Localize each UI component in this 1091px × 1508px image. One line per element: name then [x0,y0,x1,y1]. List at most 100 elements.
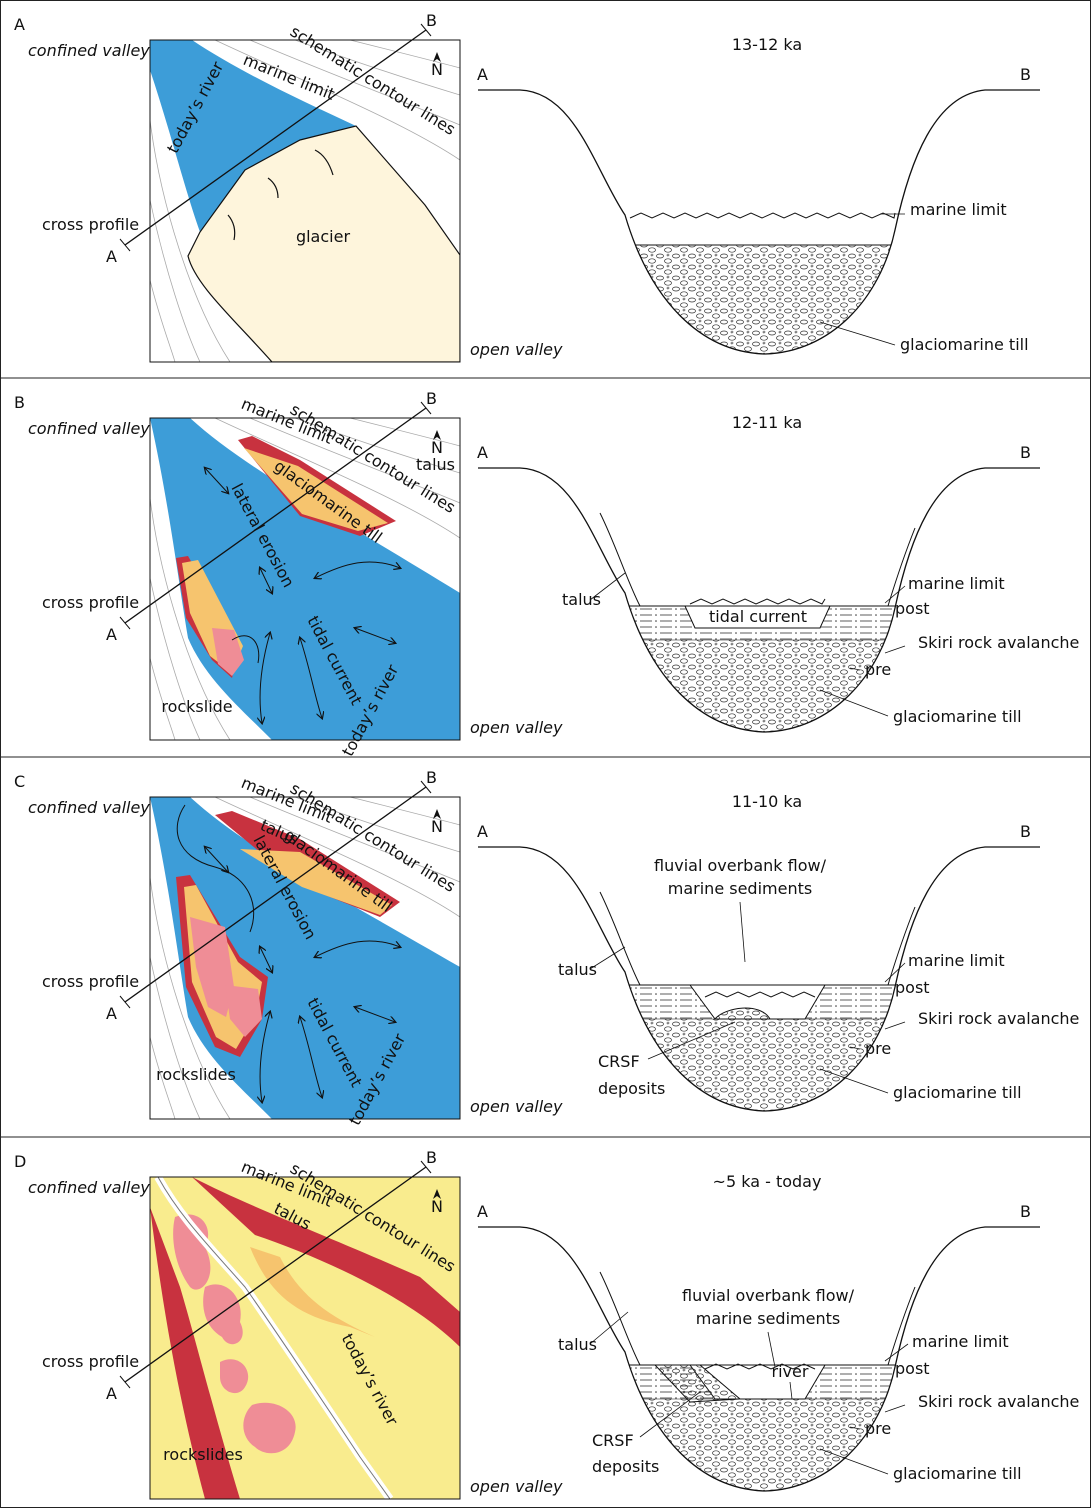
contour-line [350,797,460,825]
label: cross profile [42,972,139,991]
section-label: talus [558,960,597,979]
section-label: marine limit [910,200,1007,219]
section-label: glaciomarine till [900,335,1029,354]
section-label: marine sediments [668,879,812,898]
section-label: fluvial overbank flow/ [654,856,827,875]
panel-title: ~5 ka - today [713,1172,822,1191]
section-label: Skiri rock avalanche [918,633,1079,652]
section-label: Skiri rock avalanche [918,1009,1079,1028]
label: N [431,817,443,836]
section-label: river [772,1362,809,1381]
label: B [1020,65,1031,84]
section-label: glaciomarine till [893,1083,1022,1102]
panel-letter: D [14,1152,26,1171]
panel-title: 12-11 ka [732,413,802,432]
section-label: glaciomarine till [893,1464,1022,1483]
profile-cap [120,617,130,629]
label: A [106,247,117,266]
section-label: talus [562,590,601,609]
map-label: rockslides [163,1445,243,1464]
profile-cap [120,239,130,251]
panel-title: 11-10 ka [732,792,802,811]
section-label: marine limit [908,951,1005,970]
label: open valley [470,1477,563,1496]
map-label: rockslides [156,1065,236,1084]
talus-wedge [888,907,915,985]
panel-letter: C [14,772,25,791]
label: confined valley [28,1178,150,1197]
label: B [1020,822,1031,841]
section-label: talus [558,1335,597,1354]
label: cross profile [42,1352,139,1371]
label: B [426,1148,437,1167]
section-label: post [895,978,930,997]
label: A [477,65,488,84]
section-label: CRSF [592,1431,634,1450]
panel: Aconfined valley open valley cross profile… [14,11,1040,362]
label: confined valley [28,41,150,60]
label: A [477,822,488,841]
contour-line [150,280,175,362]
map-label: talus [416,455,455,474]
till [600,640,920,740]
label: A [106,1384,117,1403]
section-label: post [895,1359,930,1378]
section-label: marine limit [912,1332,1009,1351]
contour-line [350,40,460,68]
map-label: glacier [296,227,350,246]
till [600,1019,920,1119]
label: A [106,625,117,644]
map [150,418,460,740]
profile-cap [120,996,130,1008]
panel-letter: B [14,393,25,412]
water-surface [690,599,825,604]
label: confined valley [28,798,150,817]
section-label: fluvial overbank flow/ [682,1286,855,1305]
talus-wedge [888,1287,915,1365]
section-label: post [895,599,930,618]
profile-cap [120,1376,130,1388]
label: N [431,60,443,79]
map-label: rockslide [161,697,232,716]
talus-wedge [888,528,915,606]
label: B [426,768,437,787]
section-fill [600,245,920,360]
label: B [1020,1202,1031,1221]
section-label: tidal current [709,607,807,626]
till [600,245,920,360]
label: open valley [470,1097,563,1116]
label: cross profile [42,593,139,612]
panel-title: 13-12 ka [732,35,802,54]
section-label: marine sediments [696,1309,840,1328]
section-label: deposits [598,1079,665,1098]
section-label: pre [865,1039,891,1058]
label: A [477,443,488,462]
label: A [106,1004,117,1023]
till [600,1399,920,1499]
panel: Bconfined valleyopen valleycross profile… [14,389,1079,759]
water-surface [630,213,895,218]
section-label: CRSF [598,1052,640,1071]
label: confined valley [28,419,150,438]
label: B [426,389,437,408]
label: B [1020,443,1031,462]
section-label: Skiri rock avalanche [918,1392,1079,1411]
panel-letter: A [14,15,25,34]
label: N [431,1197,443,1216]
contour-line [150,200,200,362]
label: A [477,1202,488,1221]
label: B [426,11,437,30]
section-label: marine limit [908,574,1005,593]
leader [885,1022,905,1029]
leader [885,646,905,653]
section-label: pre [865,1419,891,1438]
section-label: glaciomarine till [893,707,1022,726]
section-label: deposits [592,1457,659,1476]
leader [885,1405,905,1412]
section-label: pre [865,660,891,679]
leader [820,322,895,345]
label: cross profile [42,215,139,234]
label: open valley [470,340,563,359]
